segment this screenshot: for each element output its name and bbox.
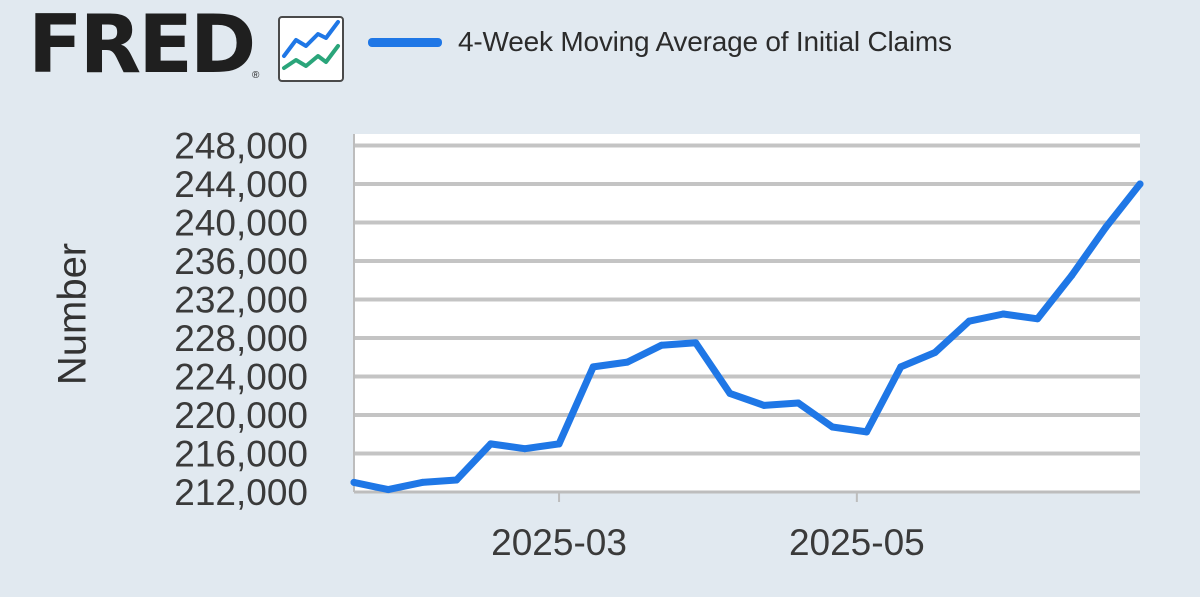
data-point [794,399,802,407]
y-tick-label: 248,000 [174,126,308,167]
data-point [828,423,836,431]
data-point [487,440,495,448]
y-tick-label: 240,000 [174,203,308,244]
data-point [965,317,973,325]
data-point [863,428,871,436]
legend-label: 4-Week Moving Average of Initial Claims [458,26,952,57]
data-series [350,180,1144,494]
series-line [350,180,1144,494]
line-chart-icon [278,16,344,82]
x-tick-label: 2025-05 [789,522,925,563]
data-point [555,440,563,448]
y-tick-label: 244,000 [174,164,308,205]
data-point [350,478,358,486]
data-point [623,358,631,366]
y-axis-ticks: 212,000216,000220,000224,000228,000232,0… [174,126,308,513]
chart-legend: 4-Week Moving Average of Initial Claims [368,22,952,62]
data-point [384,486,392,494]
y-tick-label: 212,000 [174,472,308,513]
data-point [760,401,768,409]
data-point [897,363,905,371]
data-point [726,389,734,397]
data-point [1136,180,1144,188]
data-point [999,310,1007,318]
y-tick-label: 216,000 [174,434,308,475]
data-point [931,348,939,356]
x-tick-label: 2025-03 [491,522,627,563]
plot-area [354,134,1140,492]
y-tick-label: 228,000 [174,318,308,359]
fred-logo[interactable]: FRED [28,0,256,91]
data-point [1102,223,1110,231]
y-tick-label: 232,000 [174,280,308,321]
legend-swatch [368,37,442,47]
data-point [692,339,700,347]
data-point [1068,271,1076,279]
data-point [589,363,597,371]
y-tick-label: 224,000 [174,357,308,398]
data-point [658,341,666,349]
y-tick-label: 220,000 [174,395,308,436]
data-point [453,476,461,484]
data-point [418,478,426,486]
data-point [521,445,529,453]
registered-mark: ® [252,70,260,81]
y-tick-label: 236,000 [174,241,308,282]
x-axis-ticks: 2025-03 2025-05 [491,492,925,563]
gridlines [354,143,1140,456]
data-point [1033,315,1041,323]
